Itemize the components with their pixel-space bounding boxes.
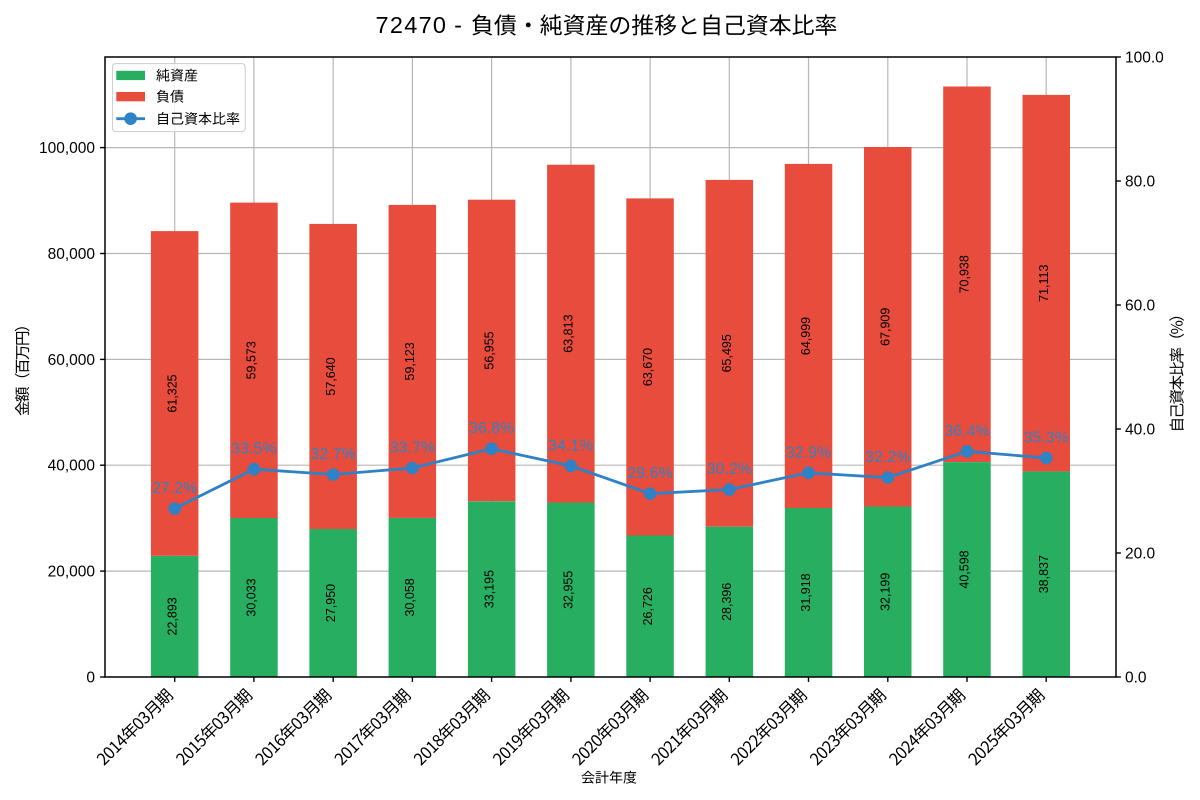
svg-text:32.2%: 32.2%: [865, 449, 910, 466]
svg-text:32.9%: 32.9%: [786, 444, 831, 461]
svg-text:59,123: 59,123: [403, 342, 417, 380]
svg-text:71,113: 71,113: [1037, 265, 1051, 302]
svg-text:33.5%: 33.5%: [231, 441, 276, 458]
svg-text:63,813: 63,813: [562, 314, 576, 352]
svg-text:27,950: 27,950: [324, 584, 338, 622]
svg-text:35.3%: 35.3%: [1024, 430, 1069, 447]
svg-text:20,000: 20,000: [48, 564, 96, 581]
svg-text:30,033: 30,033: [245, 578, 259, 616]
svg-text:22,893: 22,893: [165, 597, 179, 635]
svg-text:36.4%: 36.4%: [945, 423, 990, 440]
svg-text:20.0: 20.0: [1125, 545, 1156, 562]
svg-text:80,000: 80,000: [48, 246, 96, 263]
svg-text:38,837: 38,837: [1037, 555, 1051, 593]
svg-text:32.7%: 32.7%: [311, 446, 356, 463]
svg-text:30.2%: 30.2%: [707, 461, 752, 478]
svg-text:60,000: 60,000: [48, 352, 96, 369]
svg-text:70,938: 70,938: [958, 255, 972, 293]
svg-text:30,058: 30,058: [403, 578, 417, 616]
svg-text:100.0: 100.0: [1125, 49, 1164, 66]
svg-text:57,640: 57,640: [324, 357, 338, 395]
svg-text:28,396: 28,396: [720, 583, 734, 621]
svg-text:65,495: 65,495: [720, 334, 734, 372]
svg-text:27.2%: 27.2%: [152, 480, 197, 497]
svg-text:72470: 72470: [376, 12, 447, 38]
svg-text:63,670: 63,670: [641, 348, 655, 386]
svg-text:33,195: 33,195: [482, 570, 496, 608]
svg-text:-: -: [454, 12, 462, 38]
svg-text:36.8%: 36.8%: [469, 420, 514, 437]
svg-text:0.0: 0.0: [1125, 669, 1147, 686]
svg-text:40.0: 40.0: [1125, 421, 1156, 438]
svg-text:33.7%: 33.7%: [390, 440, 435, 457]
svg-text:56,955: 56,955: [482, 331, 496, 369]
svg-text:29.6%: 29.6%: [628, 465, 673, 482]
svg-text:34.1%: 34.1%: [548, 437, 593, 454]
svg-text:59,573: 59,573: [245, 341, 259, 379]
svg-text:32,955: 32,955: [562, 571, 576, 609]
svg-text:26,726: 26,726: [641, 587, 655, 625]
svg-text:80.0: 80.0: [1125, 173, 1156, 190]
svg-text:64,999: 64,999: [799, 317, 813, 355]
svg-text:40,000: 40,000: [48, 458, 96, 475]
svg-text:61,325: 61,325: [165, 374, 179, 412]
svg-text:67,909: 67,909: [879, 308, 893, 346]
svg-text:100,000: 100,000: [39, 140, 95, 157]
svg-text:31,918: 31,918: [799, 573, 813, 611]
svg-text:60.0: 60.0: [1125, 297, 1156, 314]
svg-text:32,199: 32,199: [879, 573, 893, 611]
svg-text:40,598: 40,598: [958, 550, 972, 588]
svg-text:0: 0: [86, 669, 95, 686]
